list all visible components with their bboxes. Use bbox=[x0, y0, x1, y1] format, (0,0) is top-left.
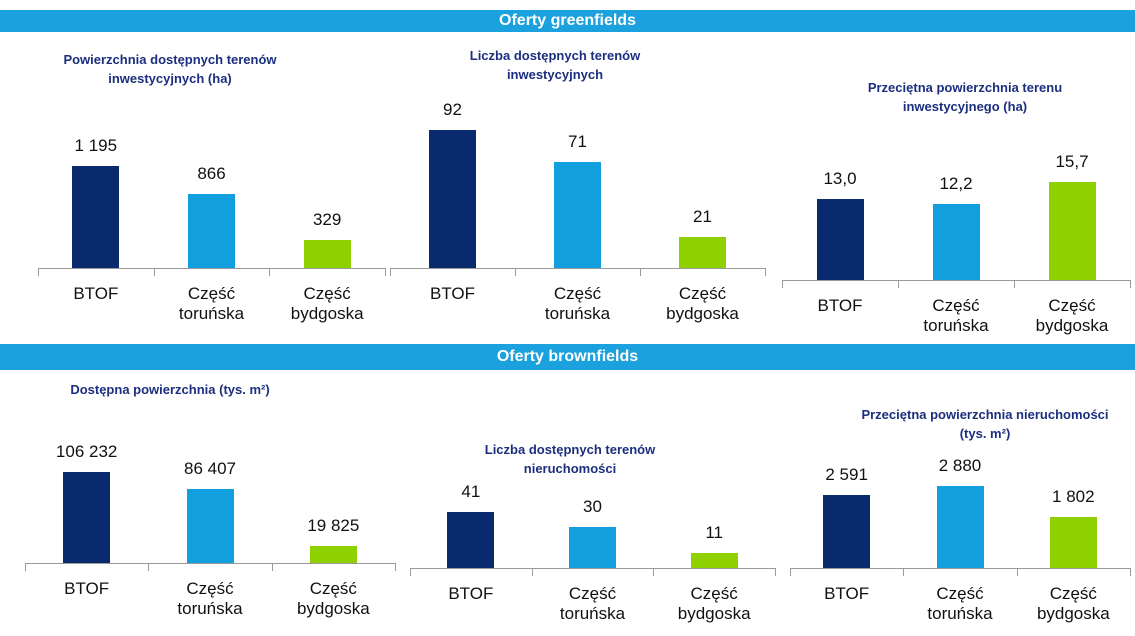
axis-tick bbox=[640, 268, 641, 276]
bar bbox=[679, 236, 726, 268]
axis-line bbox=[38, 268, 385, 269]
axis-tick bbox=[1130, 280, 1131, 288]
axis-tick bbox=[903, 568, 905, 576]
bar bbox=[816, 198, 864, 280]
axis-line bbox=[390, 268, 765, 269]
axis-tick bbox=[410, 568, 411, 576]
axis-line bbox=[790, 568, 1130, 569]
chart-title: Liczba dostępnych terenów inwestycyjnych bbox=[469, 48, 641, 82]
x-tick-label: BTOF bbox=[64, 579, 110, 598]
x-tick-label: Część toruńska bbox=[927, 584, 993, 623]
value-label: 13,0 bbox=[823, 168, 857, 188]
value-label: 106 232 bbox=[55, 441, 118, 461]
x-tick-label: Część toruńska bbox=[544, 284, 611, 323]
x-tick-label: Część toruńska bbox=[177, 579, 243, 618]
value-label: 15,7 bbox=[1055, 151, 1089, 171]
bar bbox=[303, 239, 351, 268]
bar bbox=[72, 165, 120, 268]
value-label: 2 880 bbox=[938, 456, 982, 476]
axis-tick bbox=[1130, 568, 1131, 576]
x-tick-label: Część toruńska bbox=[559, 584, 626, 623]
axis-tick bbox=[1014, 280, 1015, 288]
bar bbox=[447, 512, 495, 568]
bar bbox=[429, 130, 476, 268]
bar bbox=[932, 203, 980, 280]
bar bbox=[823, 494, 871, 568]
axis-line bbox=[410, 568, 775, 569]
axis-tick bbox=[1016, 568, 1018, 576]
bar bbox=[1049, 517, 1097, 568]
axis-tick bbox=[271, 563, 273, 571]
axis-tick bbox=[390, 268, 391, 276]
bar bbox=[186, 488, 234, 563]
chart-title: Liczba dostępnych terenów nieruchomości bbox=[484, 442, 656, 476]
chart-title: Przeciętna powierzchnia terenu inwestycy… bbox=[867, 80, 1063, 114]
value-label: 1 802 bbox=[1052, 487, 1095, 506]
axis-line bbox=[25, 563, 395, 564]
axis-tick bbox=[765, 268, 766, 276]
value-label: 12,2 bbox=[939, 173, 973, 193]
x-tick-label: Część bydgoska bbox=[290, 284, 364, 323]
axis-tick bbox=[153, 268, 155, 276]
bar bbox=[569, 527, 616, 568]
bar bbox=[936, 486, 984, 568]
chart-title: Dostępna powierzchnia (tys. m²) bbox=[70, 382, 270, 397]
bar bbox=[63, 471, 111, 563]
value-label: 71 bbox=[568, 131, 587, 151]
axis-tick bbox=[38, 268, 39, 276]
axis-tick bbox=[790, 568, 791, 576]
bar bbox=[554, 161, 601, 268]
x-tick-label: Część toruńska bbox=[178, 284, 245, 323]
value-label: 21 bbox=[693, 206, 712, 226]
value-label: 92 bbox=[443, 100, 462, 119]
x-tick-label: Część toruńska bbox=[923, 296, 989, 335]
axis-tick bbox=[515, 268, 516, 276]
value-label: 1 195 bbox=[74, 135, 118, 155]
value-label: 866 bbox=[197, 163, 226, 183]
bar bbox=[309, 546, 357, 563]
axis-tick bbox=[385, 268, 386, 276]
axis-tick bbox=[531, 568, 533, 576]
axis-tick bbox=[148, 563, 150, 571]
x-tick-label: BTOF bbox=[429, 284, 476, 303]
chart-title: Powierzchnia dostępnych terenów inwestyc… bbox=[63, 52, 277, 86]
bar bbox=[690, 553, 738, 568]
chart-title: Przeciętna powierzchnia nieruchomości (t… bbox=[861, 407, 1109, 441]
axis-line bbox=[782, 280, 1130, 281]
value-label: 86 407 bbox=[184, 458, 236, 478]
x-tick-label: BTOF bbox=[817, 296, 863, 315]
axis-tick bbox=[775, 568, 776, 576]
value-label: 41 bbox=[461, 482, 481, 502]
axis-tick bbox=[782, 280, 783, 288]
x-tick-label: Część bydgoska bbox=[296, 579, 370, 618]
axis-tick bbox=[269, 268, 271, 276]
x-tick-label: Część bydgoska bbox=[677, 584, 751, 623]
section-header: Oferty brownfields bbox=[0, 344, 1135, 370]
x-tick-label: BTOF bbox=[448, 584, 494, 603]
value-label: 329 bbox=[312, 209, 342, 229]
section-header: Oferty greenfields bbox=[0, 10, 1135, 32]
x-tick-label: Część bydgoska bbox=[1036, 584, 1110, 623]
value-label: 11 bbox=[705, 523, 723, 542]
bar bbox=[188, 193, 235, 268]
value-label: 30 bbox=[583, 497, 602, 517]
axis-tick bbox=[898, 280, 899, 288]
axis-tick bbox=[395, 563, 396, 571]
x-tick-label: Część bydgoska bbox=[1035, 296, 1109, 335]
x-tick-label: BTOF bbox=[824, 584, 870, 603]
value-label: 19 825 bbox=[307, 516, 360, 535]
axis-tick bbox=[25, 563, 26, 571]
bar bbox=[1048, 181, 1096, 280]
x-tick-label: Część bydgoska bbox=[666, 284, 739, 323]
x-tick-label: BTOF bbox=[73, 284, 119, 303]
axis-tick bbox=[653, 568, 655, 576]
value-label: 2 591 bbox=[825, 464, 868, 484]
